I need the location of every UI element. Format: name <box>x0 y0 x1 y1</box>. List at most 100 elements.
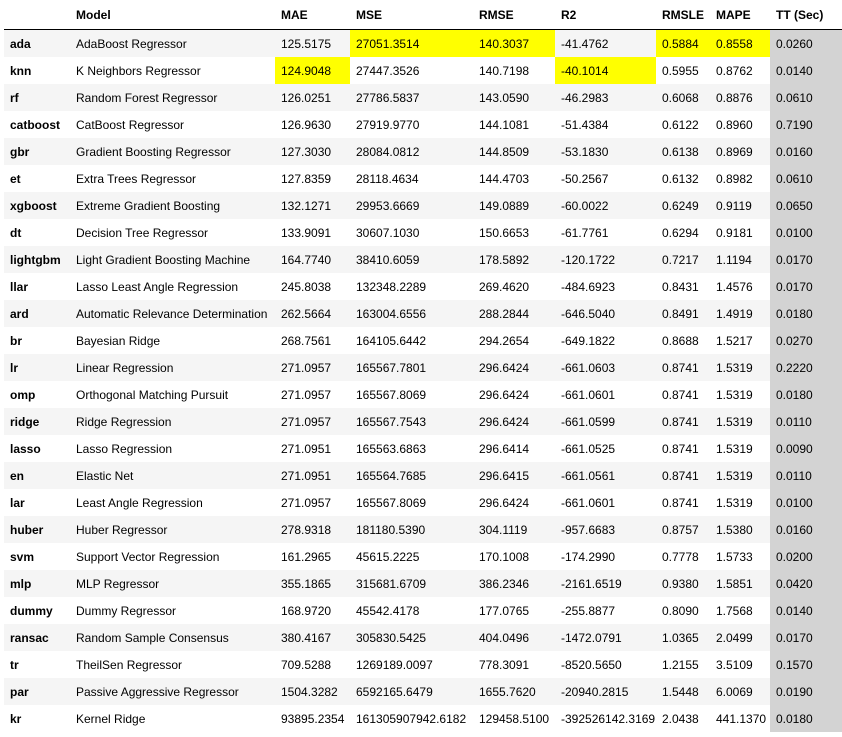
mae-value: 271.0957 <box>275 354 350 381</box>
row-index: et <box>4 165 70 192</box>
tt-value: 0.1570 <box>770 651 842 678</box>
table-row: lightgbm Light Gradient Boosting Machine 1… <box>4 246 842 273</box>
mse-value: 38410.6059 <box>350 246 473 273</box>
rmse-value: 149.0889 <box>473 192 555 219</box>
rmsle-value: 0.6138 <box>656 138 710 165</box>
row-index: lar <box>4 489 70 516</box>
rmse-value: 140.3037 <box>473 29 555 57</box>
model-name: Support Vector Regression <box>70 543 275 570</box>
model-name: Least Angle Regression <box>70 489 275 516</box>
mse-value: 45615.2225 <box>350 543 473 570</box>
tt-value: 0.0110 <box>770 462 842 489</box>
r2-value: -61.7761 <box>555 219 656 246</box>
mse-value: 30607.1030 <box>350 219 473 246</box>
rmse-value: 177.0765 <box>473 597 555 624</box>
rmse-value: 304.1119 <box>473 516 555 543</box>
tt-value: 0.0180 <box>770 705 842 732</box>
tt-value: 0.0140 <box>770 57 842 84</box>
r2-value: -646.5040 <box>555 300 656 327</box>
rmsle-value: 0.8090 <box>656 597 710 624</box>
rmsle-value: 0.6068 <box>656 84 710 111</box>
r2-value: -661.0599 <box>555 408 656 435</box>
rmsle-value: 0.8757 <box>656 516 710 543</box>
rmsle-value: 0.6249 <box>656 192 710 219</box>
mse-value: 28118.4634 <box>350 165 473 192</box>
table-row: ransac Random Sample Consensus 380.4167 305… <box>4 624 842 651</box>
mape-value: 1.5319 <box>710 462 770 489</box>
r2-value: -392526142.3169 <box>555 705 656 732</box>
header-mae: MAE <box>275 0 350 30</box>
model-name: CatBoost Regressor <box>70 111 275 138</box>
model-name: Ridge Regression <box>70 408 275 435</box>
mse-value: 163004.6556 <box>350 300 473 327</box>
r2-value: -53.1830 <box>555 138 656 165</box>
mae-value: 355.1865 <box>275 570 350 597</box>
tt-value: 0.0170 <box>770 624 842 651</box>
mae-value: 262.5664 <box>275 300 350 327</box>
mse-value: 27919.9770 <box>350 111 473 138</box>
r2-value: -957.6683 <box>555 516 656 543</box>
mse-value: 28084.0812 <box>350 138 473 165</box>
mape-value: 1.5319 <box>710 381 770 408</box>
row-index: kr <box>4 705 70 732</box>
rmse-value: 140.7198 <box>473 57 555 84</box>
tt-value: 0.0090 <box>770 435 842 462</box>
r2-value: -649.1822 <box>555 327 656 354</box>
model-name: Linear Regression <box>70 354 275 381</box>
rmse-value: 143.0590 <box>473 84 555 111</box>
r2-value: -41.4762 <box>555 29 656 57</box>
row-index: omp <box>4 381 70 408</box>
mse-value: 165563.6863 <box>350 435 473 462</box>
row-index: xgboost <box>4 192 70 219</box>
tt-value: 0.0180 <box>770 300 842 327</box>
row-index: ard <box>4 300 70 327</box>
mape-value: 1.5319 <box>710 435 770 462</box>
mae-value: 132.1271 <box>275 192 350 219</box>
table-row: catboost CatBoost Regressor 126.9630 27919.… <box>4 111 842 138</box>
tt-value: 0.0160 <box>770 516 842 543</box>
mse-value: 165567.7543 <box>350 408 473 435</box>
rmse-value: 404.0496 <box>473 624 555 651</box>
rmse-value: 144.8509 <box>473 138 555 165</box>
table-row: lr Linear Regression 271.0957 165567.7801 29… <box>4 354 842 381</box>
header-tt: TT (Sec) <box>770 0 842 30</box>
table-row: dummy Dummy Regressor 168.9720 45542.4178 17… <box>4 597 842 624</box>
row-index: ransac <box>4 624 70 651</box>
rmsle-value: 1.2155 <box>656 651 710 678</box>
mae-value: 380.4167 <box>275 624 350 651</box>
mae-value: 271.0957 <box>275 489 350 516</box>
mape-value: 6.0069 <box>710 678 770 705</box>
r2-value: -174.2990 <box>555 543 656 570</box>
mse-value: 315681.6709 <box>350 570 473 597</box>
header-rmse: RMSE <box>473 0 555 30</box>
tt-value: 0.0270 <box>770 327 842 354</box>
mape-value: 1.5733 <box>710 543 770 570</box>
mae-value: 278.9318 <box>275 516 350 543</box>
rmse-value: 296.6424 <box>473 489 555 516</box>
row-index: lasso <box>4 435 70 462</box>
row-index: par <box>4 678 70 705</box>
r2-value: -661.0561 <box>555 462 656 489</box>
tt-value: 0.0420 <box>770 570 842 597</box>
mae-value: 127.3030 <box>275 138 350 165</box>
rmsle-value: 0.8431 <box>656 273 710 300</box>
r2-value: -8520.5650 <box>555 651 656 678</box>
row-index: lightgbm <box>4 246 70 273</box>
rmse-value: 296.6424 <box>473 381 555 408</box>
rmse-value: 1655.7620 <box>473 678 555 705</box>
table-row: llar Lasso Least Angle Regression 245.8038… <box>4 273 842 300</box>
table-row: kr Kernel Ridge 93895.2354 161305907942.618… <box>4 705 842 732</box>
tt-value: 0.2220 <box>770 354 842 381</box>
rmsle-value: 0.8741 <box>656 489 710 516</box>
r2-value: -661.0601 <box>555 381 656 408</box>
table-row: lasso Lasso Regression 271.0951 165563.6863… <box>4 435 842 462</box>
rmsle-value: 0.8741 <box>656 408 710 435</box>
mse-value: 165567.7801 <box>350 354 473 381</box>
mae-value: 124.9048 <box>275 57 350 84</box>
mse-value: 165567.8069 <box>350 381 473 408</box>
r2-value: -46.2983 <box>555 84 656 111</box>
tt-value: 0.0180 <box>770 381 842 408</box>
model-name: Gradient Boosting Regressor <box>70 138 275 165</box>
mape-value: 0.8558 <box>710 29 770 57</box>
model-name: Passive Aggressive Regressor <box>70 678 275 705</box>
